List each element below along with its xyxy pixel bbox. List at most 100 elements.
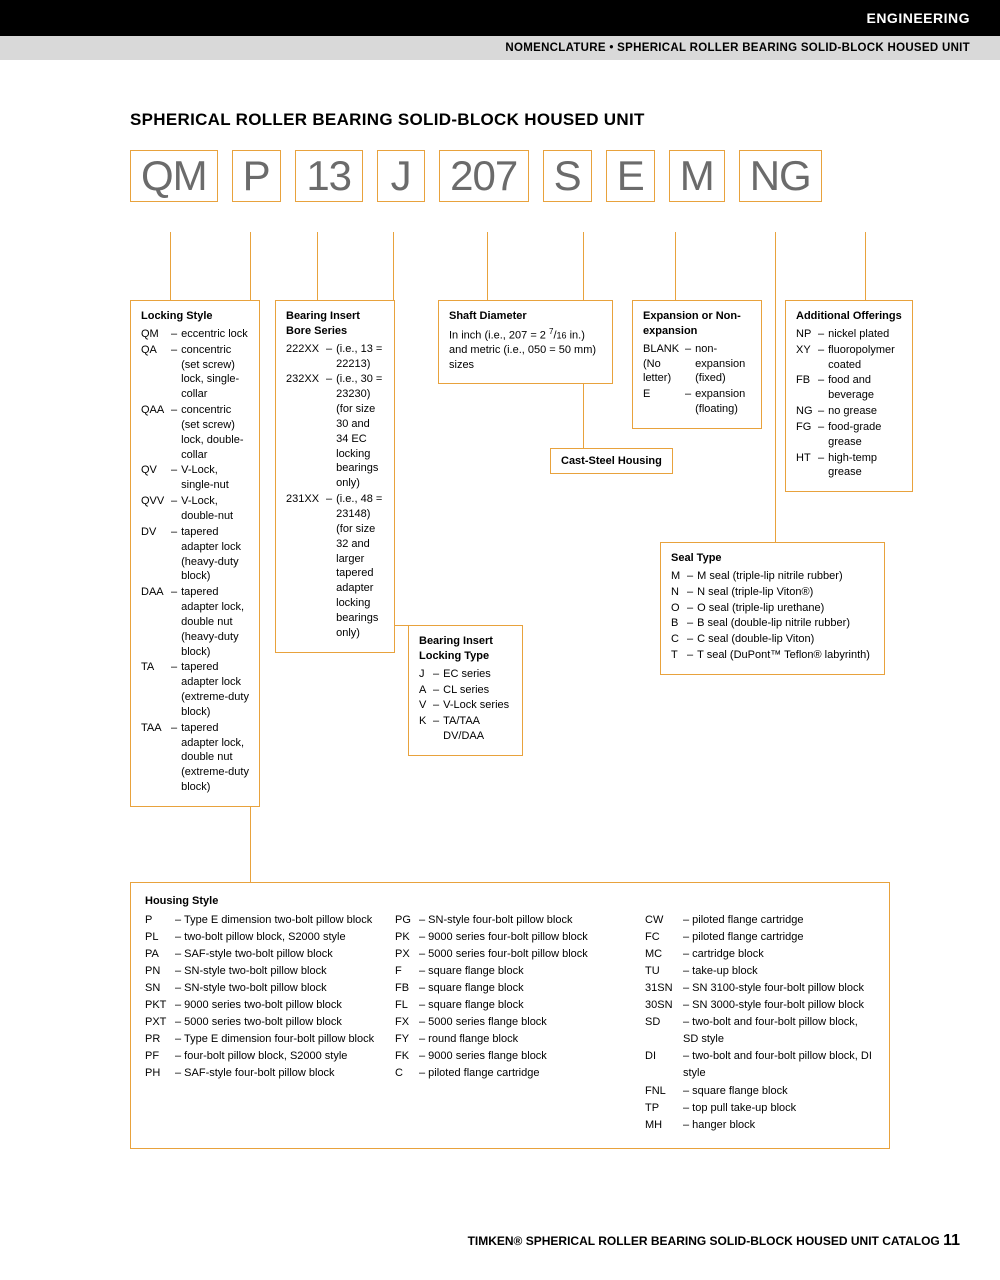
housing-row: FK – 9000 series flange block xyxy=(395,1048,625,1065)
housing-row: FNL – square flange block xyxy=(645,1083,875,1100)
def-row: O – O seal (triple-lip urethane) xyxy=(671,601,874,616)
housing-style-box: Housing Style P – Type E dimension two-b… xyxy=(130,882,890,1149)
housing-row: FC – piloted flange cartridge xyxy=(645,929,875,946)
housing-row: F – square flange block xyxy=(395,963,625,980)
housing-row: MH – hanger block xyxy=(645,1117,875,1134)
housing-row: PR – Type E dimension four-bolt pillow b… xyxy=(145,1031,375,1048)
locking-style-box: Locking Style QM – eccentric lock QA – c… xyxy=(130,300,260,807)
def-row: DV – tapered adapter lock (heavy-duty bl… xyxy=(141,525,249,584)
heading: Housing Style xyxy=(145,893,875,910)
def-row: K – TA/TAA DV/DAA xyxy=(419,714,512,744)
def-row: QA – concentric (set screw) lock, single… xyxy=(141,343,249,402)
page-title: SPHERICAL ROLLER BEARING SOLID-BLOCK HOU… xyxy=(130,110,940,130)
def-row: M – M seal (triple-lip nitrile rubber) xyxy=(671,569,874,584)
code-seg-4: 207 xyxy=(439,150,529,202)
heading: Locking Style xyxy=(141,309,249,324)
def-row: N – N seal (triple-lip Viton®) xyxy=(671,585,874,600)
def-row: A – CL series xyxy=(419,683,512,698)
def-row: 232XX – (i.e., 30 = 23230) (for size 30 … xyxy=(286,372,384,491)
connector xyxy=(317,232,318,300)
heading: Bearing Insert Locking Type xyxy=(419,634,512,664)
def-row: DAA – tapered adapter lock, double nut (… xyxy=(141,585,249,659)
heading: Seal Type xyxy=(671,551,874,566)
seal-type-box: Seal Type M – M seal (triple-lip nitrile… xyxy=(660,542,885,675)
housing-row: MC – cartridge block xyxy=(645,946,875,963)
code-seg-5: S xyxy=(543,150,592,202)
additional-box: Additional Offerings NP – nickel plated … xyxy=(785,300,913,492)
heading: Bearing Insert Bore Series xyxy=(286,309,384,339)
def-row: FB – food and beverage xyxy=(796,373,902,403)
bearing-insert-box: Bearing Insert Bore Series 222XX – (i.e.… xyxy=(275,300,395,653)
def-row: QAA – concentric (set screw) lock, doubl… xyxy=(141,403,249,462)
header-subtitle: NOMENCLATURE • SPHERICAL ROLLER BEARING … xyxy=(0,36,1000,60)
heading: Additional Offerings xyxy=(796,309,902,324)
housing-row: P – Type E dimension two-bolt pillow blo… xyxy=(145,912,375,929)
housing-row: PL – two-bolt pillow block, S2000 style xyxy=(145,929,375,946)
code-seg-6: E xyxy=(606,150,655,202)
def-row: QV – V-Lock, single-nut xyxy=(141,463,249,493)
connector xyxy=(487,232,488,300)
housing-row: PN – SN-style two-bolt pillow block xyxy=(145,963,375,980)
housing-row: PK – 9000 series four-bolt pillow block xyxy=(395,929,625,946)
code-seg-7: M xyxy=(669,150,725,202)
housing-row: PH – SAF-style four-bolt pillow block xyxy=(145,1065,375,1082)
def-row: V – V-Lock series xyxy=(419,698,512,713)
def-row: B – B seal (double-lip nitrile rubber) xyxy=(671,616,874,631)
def-row: TA – tapered adapter lock (extreme-duty … xyxy=(141,660,249,719)
housing-row: FY – round flange block xyxy=(395,1031,625,1048)
housing-row: FX – 5000 series flange block xyxy=(395,1014,625,1031)
housing-row: PX – 5000 series four-bolt pillow block xyxy=(395,946,625,963)
code-seg-1: P xyxy=(232,150,281,202)
housing-row: PXT – 5000 series two-bolt pillow block xyxy=(145,1014,375,1031)
housing-row: TU – take-up block xyxy=(645,963,875,980)
def-row: NP – nickel plated xyxy=(796,327,902,342)
housing-row: TP – top pull take-up block xyxy=(645,1100,875,1117)
code-seg-2: 13 xyxy=(295,150,363,202)
shaft-diameter-box: Shaft Diameter In inch (i.e., 207 = 2 7/… xyxy=(438,300,613,384)
housing-row: PF – four-bolt pillow block, S2000 style xyxy=(145,1048,375,1065)
housing-row: SD – two-bolt and four-bolt pillow block… xyxy=(645,1014,875,1048)
cast-steel-box: Cast-Steel Housing xyxy=(550,448,673,474)
locking-type-box: Bearing Insert Locking Type J – EC serie… xyxy=(408,625,523,756)
connector xyxy=(675,232,676,300)
heading: Expansion or Non-expansion xyxy=(643,309,751,339)
def-row: XY – fluoropolymer coated xyxy=(796,343,902,373)
def-row: NG – no grease xyxy=(796,404,902,419)
connector xyxy=(865,232,866,300)
def-row: HT – high-temp grease xyxy=(796,451,902,481)
code-seg-8: NG xyxy=(739,150,822,202)
def-row: E – expansion (floating) xyxy=(643,387,751,417)
housing-row: CW – piloted flange cartridge xyxy=(645,912,875,929)
code-row: QM P 13 J 207 S E M NG xyxy=(130,150,940,202)
def-row: 231XX – (i.e., 48 = 23148) (for size 32 … xyxy=(286,492,384,640)
def-row: FG – food-grade grease xyxy=(796,420,902,450)
connector xyxy=(393,625,408,626)
housing-row: 31SN – SN 3100-style four-bolt pillow bl… xyxy=(645,980,875,997)
code-seg-0: QM xyxy=(130,150,218,202)
housing-row: FL – square flange block xyxy=(395,997,625,1014)
footer: TIMKEN® SPHERICAL ROLLER BEARING SOLID-B… xyxy=(468,1232,960,1250)
def-row: C – C seal (double-lip Viton) xyxy=(671,632,874,647)
def-row: BLANK(Noletter) – non-expansion(fixed) xyxy=(643,342,751,387)
housing-row: PA – SAF-style two-bolt pillow block xyxy=(145,946,375,963)
def-row: T – T seal (DuPont™ Teflon® labyrinth) xyxy=(671,648,874,663)
housing-row: PKT – 9000 series two-bolt pillow block xyxy=(145,997,375,1014)
housing-row: C – piloted flange cartridge xyxy=(395,1065,625,1082)
housing-row: PG – SN-style four-bolt pillow block xyxy=(395,912,625,929)
housing-row: SN – SN-style two-bolt pillow block xyxy=(145,980,375,997)
expansion-box: Expansion or Non-expansion BLANK(Nolette… xyxy=(632,300,762,429)
def-row: J – EC series xyxy=(419,667,512,682)
connector xyxy=(775,232,776,542)
housing-row: 30SN – SN 3000-style four-bolt pillow bl… xyxy=(645,997,875,1014)
def-row: QVV – V-Lock, double-nut xyxy=(141,494,249,524)
connector xyxy=(170,232,171,300)
heading: Shaft Diameter xyxy=(449,309,602,324)
housing-row: FB – square flange block xyxy=(395,980,625,997)
text: In inch (i.e., 207 = 2 7/16 in.) and met… xyxy=(449,327,602,373)
def-row: 222XX – (i.e., 13 = 22213) xyxy=(286,342,384,372)
header-category: ENGINEERING xyxy=(0,0,1000,36)
def-row: QM – eccentric lock xyxy=(141,327,249,342)
code-seg-3: J xyxy=(377,150,425,202)
def-row: TAA – tapered adapter lock, double nut (… xyxy=(141,721,249,795)
housing-row: DI – two-bolt and four-bolt pillow block… xyxy=(645,1048,875,1082)
